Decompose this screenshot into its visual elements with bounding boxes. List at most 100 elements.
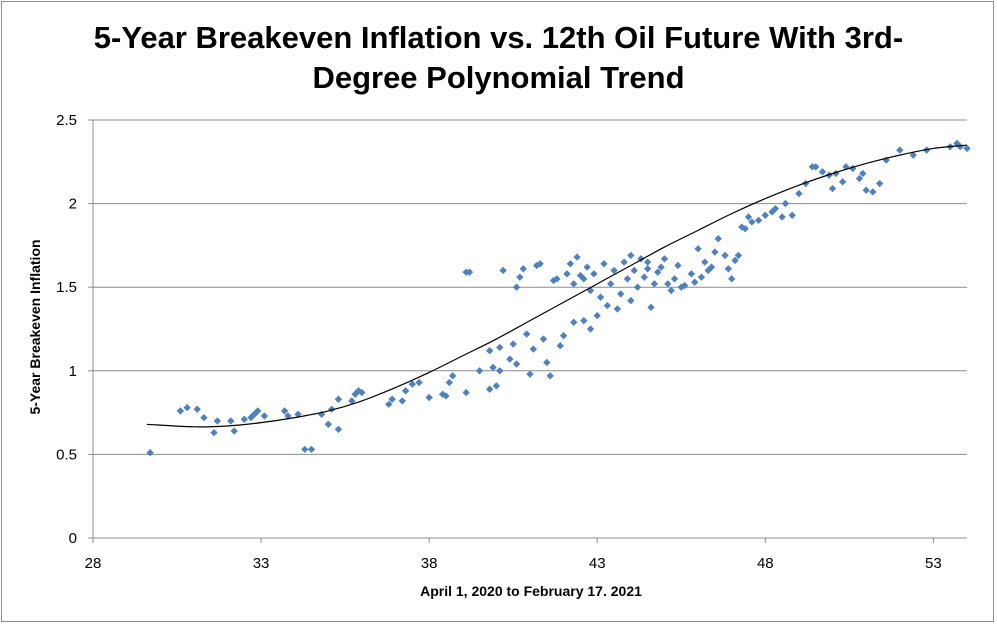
data-point: [146, 449, 154, 457]
data-point: [398, 397, 406, 405]
data-point: [358, 388, 366, 397]
y-tick-label: 0.5: [56, 446, 77, 463]
chart-title-line-2: Degree Polynomial Trend: [312, 60, 685, 95]
data-point: [415, 378, 423, 387]
data-point: [583, 263, 591, 271]
data-point: [280, 407, 289, 415]
data-point: [284, 412, 292, 420]
data-point: [620, 258, 628, 266]
data-point: [442, 392, 450, 400]
data-point: [788, 211, 796, 219]
data-point: [694, 245, 702, 253]
data-point: [230, 427, 238, 435]
data-point: [526, 370, 534, 378]
data-point: [593, 311, 601, 320]
data-point: [657, 263, 665, 271]
data-point: [603, 301, 611, 310]
data-point: [475, 367, 484, 375]
data-point: [546, 372, 554, 380]
data-point: [667, 286, 675, 295]
data-point: [647, 303, 655, 311]
data-point: [838, 178, 847, 186]
data-point: [445, 378, 454, 387]
data-point: [654, 268, 662, 276]
data-point: [627, 251, 635, 260]
x-axis-label: April 1, 2020 to February 17. 2021: [420, 583, 642, 599]
data-points: [146, 139, 971, 457]
y-tick-label: 1: [69, 363, 77, 380]
data-point: [566, 260, 575, 268]
x-tick-label: 43: [589, 555, 606, 572]
data-point: [213, 417, 222, 425]
data-point: [570, 318, 578, 326]
data-point: [307, 445, 316, 454]
data-point: [193, 405, 201, 413]
data-point: [462, 388, 470, 397]
data-point: [674, 261, 682, 270]
data-point: [761, 211, 769, 219]
data-point: [580, 316, 588, 325]
data-point: [301, 445, 309, 454]
data-point: [623, 275, 632, 283]
axes: [88, 119, 967, 543]
data-point: [324, 420, 332, 428]
y-tick-label: 2.5: [56, 112, 77, 129]
x-tick-labels: 28 33 38 43 48 53: [85, 555, 942, 572]
data-point: [610, 266, 618, 275]
data-point: [627, 296, 635, 305]
trendline: [146, 144, 968, 428]
data-point: [539, 335, 548, 343]
data-point: [613, 305, 622, 313]
data-point: [559, 332, 568, 340]
data-point: [586, 325, 595, 333]
data-point: [754, 216, 763, 224]
data-point: [260, 412, 269, 420]
x-tick-label: 38: [421, 555, 438, 572]
data-point: [680, 281, 689, 290]
data-point: [553, 275, 561, 283]
y-axis-label: 5-Year Breakeven Inflation: [27, 239, 43, 414]
data-point: [573, 253, 581, 261]
data-point: [465, 268, 474, 276]
data-point: [563, 270, 571, 278]
data-point: [630, 266, 638, 275]
data-point: [408, 380, 417, 388]
data-point: [536, 260, 544, 268]
data-point: [869, 188, 877, 196]
data-point: [778, 213, 786, 221]
data-point: [660, 255, 669, 263]
data-point: [771, 204, 780, 213]
data-point: [240, 415, 248, 423]
data-point: [643, 258, 652, 266]
data-point: [711, 248, 719, 256]
data-point: [640, 273, 648, 281]
data-point: [734, 251, 743, 260]
data-point: [556, 342, 564, 350]
data-point: [509, 340, 517, 348]
x-tick-label: 33: [253, 555, 270, 572]
data-point: [385, 400, 393, 408]
data-point: [909, 151, 917, 159]
data-point: [348, 397, 356, 405]
data-point: [855, 174, 864, 183]
data-point: [522, 330, 531, 338]
y-tick-labels: 0 0.5 1 1.5 2 2.5: [56, 112, 77, 547]
y-tick-label: 1.5: [56, 279, 77, 296]
data-point: [334, 425, 343, 433]
data-point: [512, 283, 521, 291]
data-point: [781, 199, 790, 208]
data-point: [664, 280, 672, 288]
data-point: [401, 387, 410, 395]
data-point: [650, 280, 659, 288]
data-point: [670, 275, 679, 283]
data-point: [580, 275, 588, 283]
data-point: [334, 395, 343, 403]
data-point: [449, 372, 457, 380]
chart-title-line-1: 5-Year Breakeven Inflation vs. 12th Oil …: [93, 20, 904, 55]
data-point: [425, 393, 433, 402]
data-point: [388, 395, 396, 403]
data-point: [210, 428, 218, 437]
data-point: [721, 251, 729, 260]
